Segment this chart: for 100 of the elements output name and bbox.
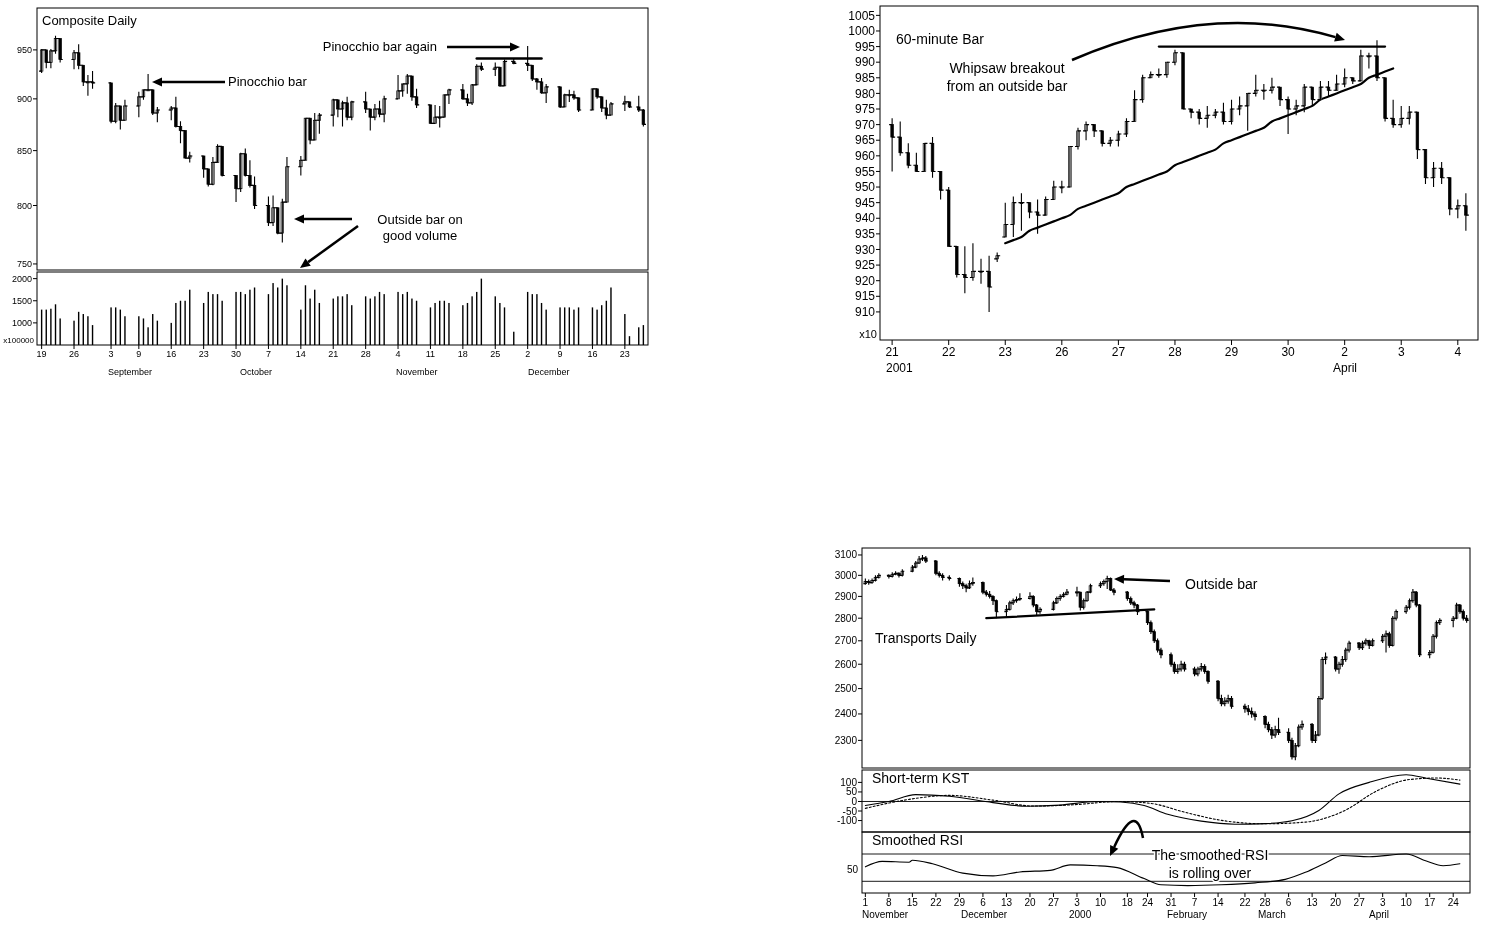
- x-tick-label: 4: [1454, 345, 1462, 359]
- y-tick-label: 950: [854, 180, 876, 195]
- y-tick-label: 3000: [834, 569, 858, 581]
- y-tick-label: 965: [854, 133, 876, 148]
- y-tick-label: 800: [16, 200, 32, 211]
- x-tick-label: 30: [231, 349, 242, 359]
- annotation: Pinocchio bar again: [322, 39, 437, 54]
- y-tick-label: 925: [854, 258, 876, 273]
- x-tick-label: 26: [69, 349, 80, 359]
- text: November: [862, 909, 909, 920]
- y-tick-label: 0: [851, 795, 858, 807]
- chart-title: Short-term KST: [872, 770, 970, 786]
- y-tick-label: 2600: [834, 658, 858, 670]
- x-tick-label: 8: [886, 897, 893, 908]
- text: 2001: [886, 361, 914, 375]
- text: April: [1333, 361, 1358, 375]
- x-tick-label: 29: [953, 897, 966, 908]
- x-tick-label: 18: [457, 349, 468, 359]
- x-tick-label: 22: [930, 897, 942, 908]
- x-tick-label: 25: [490, 349, 501, 359]
- x-tick-label: 2: [1341, 345, 1349, 359]
- y-tick-label: 945: [854, 195, 876, 210]
- x-tick-label: 7: [1191, 897, 1198, 908]
- x-tick-label: 21: [885, 345, 900, 359]
- x-tick-label: 13: [1000, 897, 1013, 908]
- y-tick-label: 2500: [834, 683, 858, 695]
- y-tick-label: 930: [854, 242, 876, 257]
- x-tick-label: 3: [108, 349, 114, 359]
- y-tick-label: 900: [16, 94, 32, 105]
- y-tick-label: 1000: [848, 24, 876, 39]
- text: September: [108, 367, 153, 377]
- annotation: Whipsaw breakout from an outside bar: [946, 60, 1068, 94]
- x-tick-label: 28: [1259, 897, 1272, 908]
- y-tick-label: 920: [854, 273, 876, 288]
- x-tick-label: 20: [1330, 897, 1342, 908]
- y-tick-label: 3100: [834, 549, 858, 561]
- y-tick-label: 100: [840, 776, 858, 788]
- x-tick-label: 9: [136, 349, 142, 359]
- y-tick-label: 980: [854, 86, 876, 101]
- y-tick-label: 2400: [834, 708, 858, 720]
- y-tick-label: 960: [854, 149, 876, 164]
- x-tick-label: 27: [1353, 897, 1366, 908]
- x-tick-label: 10: [1400, 897, 1413, 908]
- annotation: Outside bar on good volume: [377, 212, 463, 244]
- x-tick-label: 27: [1047, 897, 1060, 908]
- x-tick-label: 1: [862, 897, 869, 908]
- x-tick-label: 19: [36, 349, 47, 359]
- y-tick-label: 2000: [11, 273, 32, 284]
- y-tick-label: 2800: [834, 612, 858, 624]
- annotation: The smoothed RSI is rolling over: [1151, 847, 1269, 881]
- y-tick-label: 950: [16, 45, 32, 56]
- text: October: [240, 367, 273, 377]
- x-tick-label: 17: [1424, 897, 1436, 908]
- y-axis-title: x100000: [3, 336, 35, 345]
- x-tick-label: 3: [1379, 897, 1386, 908]
- y-tick-label: 995: [854, 39, 876, 54]
- x-tick-label: 22: [1239, 897, 1251, 908]
- x-tick-label: 28: [360, 349, 371, 359]
- x-tick-label: 14: [1212, 897, 1225, 908]
- x-tick-label: 21: [328, 349, 339, 359]
- annotation: Pinocchio bar: [228, 74, 308, 89]
- x-tick-label: 6: [980, 897, 987, 908]
- y-tick-label: 935: [854, 227, 876, 242]
- text: 2000: [1069, 909, 1092, 920]
- x-tick-label: 9: [557, 349, 563, 359]
- y-tick-label: 915: [854, 289, 876, 304]
- x-tick-label: 27: [1111, 345, 1126, 359]
- x-tick-label: 14: [295, 349, 306, 359]
- x-tick-label: 24: [1141, 897, 1154, 908]
- x-tick-label: 15: [906, 897, 919, 908]
- y-tick-label: 1005: [848, 8, 876, 23]
- text: April: [1369, 909, 1390, 920]
- x-tick-label: 23: [619, 349, 630, 359]
- x-tick-label: 22: [942, 345, 956, 359]
- y-tick-label: 910: [854, 305, 876, 320]
- y-tick-label: 940: [854, 211, 876, 226]
- x-tick-label: 3: [1074, 897, 1081, 908]
- x-tick-label: 10: [1094, 897, 1107, 908]
- y-axis-title: x10: [859, 328, 877, 340]
- x-tick-label: 23: [198, 349, 209, 359]
- text: Transports Daily: [875, 630, 977, 646]
- text: February: [1167, 909, 1208, 920]
- x-tick-label: 16: [166, 349, 177, 359]
- text: 60-minute Bar: [896, 31, 985, 47]
- text: December: [528, 367, 570, 377]
- x-tick-label: 30: [1281, 345, 1296, 359]
- y-tick-label: 750: [16, 259, 32, 270]
- y-tick-label: -50: [842, 805, 858, 817]
- y-tick-label: 50: [845, 786, 858, 798]
- y-tick-label: 2300: [834, 734, 858, 746]
- y-tick-label: 1500: [11, 295, 32, 306]
- x-tick-label: 18: [1121, 897, 1134, 908]
- x-tick-label: 3: [1397, 345, 1405, 359]
- y-tick-label: 985: [854, 70, 876, 85]
- x-tick-label: 24: [1447, 897, 1460, 908]
- x-tick-label: 31: [1165, 897, 1178, 908]
- x-tick-label: 16: [587, 349, 598, 359]
- y-tick-label: 850: [16, 145, 32, 156]
- y-tick-label: 2900: [834, 590, 858, 602]
- y-tick-label: -100: [836, 815, 858, 827]
